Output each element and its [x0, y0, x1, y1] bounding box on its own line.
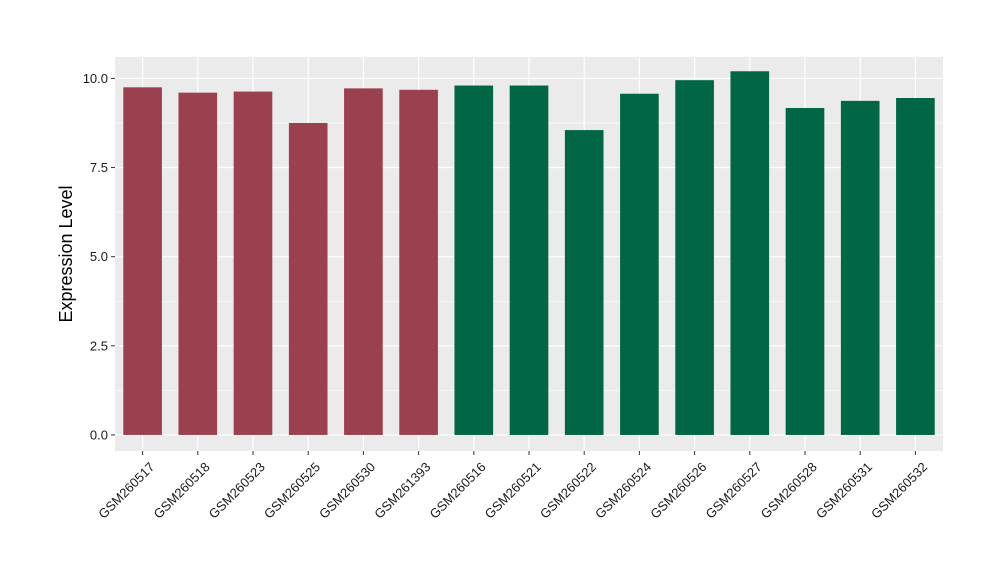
bar-GSM260518 — [178, 92, 218, 435]
x-tick-label: GSM260525 — [261, 459, 323, 521]
bar-GSM260526 — [675, 80, 714, 435]
x-tick-label: GSM260522 — [537, 459, 599, 521]
x-tick-label: GSM260516 — [426, 459, 488, 521]
x-tick-label: GSM260531 — [813, 459, 875, 521]
x-tick-label: GSM260524 — [592, 459, 654, 521]
bar-GSM260516 — [454, 85, 494, 435]
x-tick-label: GSM260532 — [868, 459, 930, 521]
bar-GSM260524 — [620, 93, 659, 435]
bar-GSM260528 — [785, 107, 825, 435]
x-tick-label: GSM260517 — [95, 459, 157, 521]
bar-GSM260532 — [896, 98, 935, 435]
x-tick-label: GSM260530 — [316, 459, 378, 521]
bar-GSM261393 — [399, 89, 438, 435]
x-tick-label: GSM260521 — [482, 459, 544, 521]
bar-GSM260517 — [123, 87, 162, 435]
y-axis: 0.0 2.5 5.0 7.5 10.0 — [83, 71, 115, 442]
bar-GSM260525 — [288, 122, 328, 435]
bar-GSM260521 — [509, 85, 549, 435]
bars — [123, 71, 935, 435]
bar-GSM260527 — [730, 71, 770, 435]
x-tick-label: GSM260523 — [206, 459, 268, 521]
bar-GSM260531 — [840, 100, 880, 435]
y-axis-title: Expression Level — [56, 185, 76, 322]
y-tick-label: 10.0 — [83, 71, 108, 86]
x-tick-label: GSM260528 — [758, 459, 820, 521]
x-tick-label: GSM260527 — [702, 459, 764, 521]
bar-GSM260530 — [344, 88, 383, 435]
y-tick-label: 5.0 — [90, 249, 108, 264]
x-tick-label: GSM261393 — [371, 459, 433, 521]
x-tick-label: GSM260518 — [150, 459, 212, 521]
bar-GSM260523 — [233, 91, 273, 435]
y-tick-label: 7.5 — [90, 160, 108, 175]
y-tick-label: 0.0 — [90, 427, 108, 442]
x-axis: GSM260517GSM260518GSM260523GSM260525GSM2… — [95, 451, 930, 522]
y-tick-label: 2.5 — [90, 338, 108, 353]
x-tick-label: GSM260526 — [647, 459, 709, 521]
bar-GSM260522 — [564, 130, 604, 435]
